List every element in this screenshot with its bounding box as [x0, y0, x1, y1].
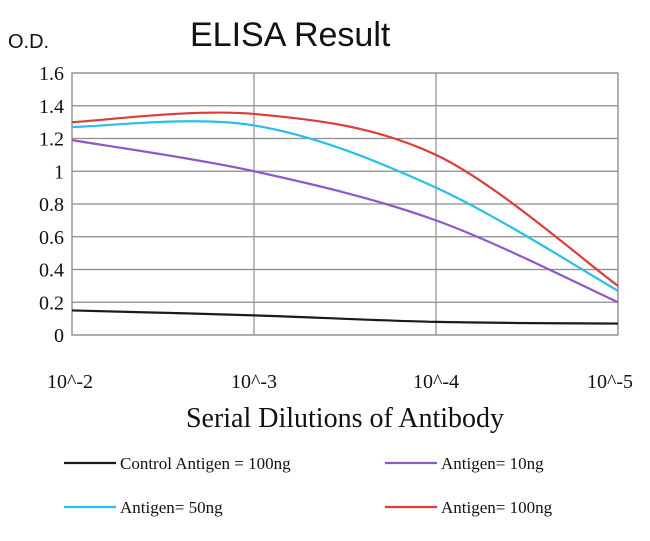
y-tick-label: 1.4: [39, 96, 64, 118]
y-tick-label: 1.2: [39, 129, 64, 151]
legend-label-1: Antigen= 10ng: [441, 454, 544, 473]
y-axis-label: O.D.: [8, 31, 49, 53]
y-tick-label: 1.6: [39, 63, 64, 85]
legend: Control Antigen = 100ng Antigen= 10ng Anti…: [64, 454, 553, 517]
legend-label-0: Control Antigen = 100ng: [120, 454, 291, 473]
y-tick-label: 0.6: [39, 227, 64, 249]
y-axis-ticks: 0 0.2 0.4 0.6 0.8 1 1.2 1.4 1.6: [39, 63, 64, 347]
series-lines: [71, 111, 619, 325]
chart-title: ELISA Result: [190, 16, 391, 54]
x-tick-label: 10^-4: [413, 371, 459, 393]
y-tick-label: 0: [54, 325, 64, 347]
x-tick-label: 10^-5: [587, 371, 633, 393]
legend-label-2: Antigen= 50ng: [120, 498, 223, 517]
x-tick-label: 10^-2: [47, 371, 93, 393]
legend-label-3: Antigen= 100ng: [441, 498, 553, 517]
series-line-1: [71, 139, 619, 304]
plot-frame: [71, 72, 619, 336]
series-line-3: [71, 111, 619, 287]
series-line-0: [71, 309, 619, 325]
y-tick-label: 0.2: [39, 292, 64, 314]
x-axis-ticks: 10^-2 10^-3 10^-4 10^-5: [47, 371, 633, 393]
y-tick-label: 1: [54, 161, 64, 183]
x-tick-label: 10^-3: [231, 371, 277, 393]
y-tick-label: 0.4: [39, 260, 64, 282]
x-axis-label: Serial Dilutions of Antibody: [186, 403, 504, 434]
series-line-2: [71, 120, 619, 292]
grid-lines: [71, 72, 619, 336]
y-tick-label: 0.8: [39, 194, 64, 216]
